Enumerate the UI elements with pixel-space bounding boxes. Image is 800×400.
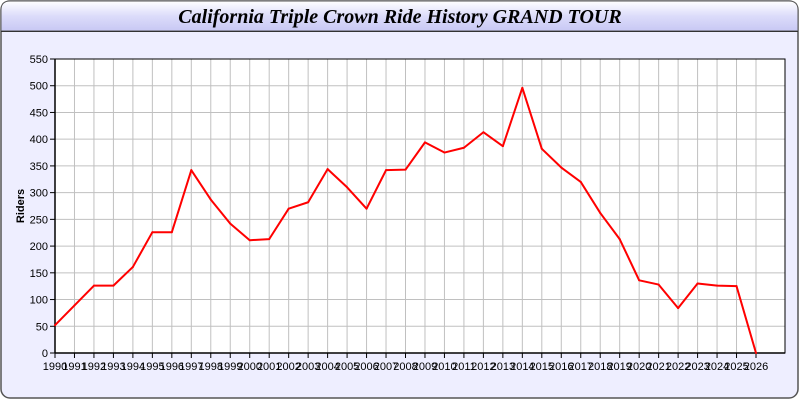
x-tick-label: 2014 [510, 361, 534, 373]
data-point [92, 284, 95, 287]
data-point [482, 131, 485, 134]
data-point [579, 180, 582, 183]
y-tick-label: 200 [30, 241, 48, 253]
data-point [560, 166, 563, 169]
data-point [229, 222, 232, 225]
title-bar [0, 0, 799, 32]
x-tick-label: 2012 [471, 361, 495, 373]
x-tick-label: 1998 [199, 361, 223, 373]
data-point [151, 231, 154, 234]
y-tick-label: 500 [30, 81, 48, 93]
x-tick-label: 1993 [101, 361, 125, 373]
x-tick-label: 2001 [257, 361, 281, 373]
x-tick-label: 2015 [530, 361, 554, 373]
data-point [638, 279, 641, 282]
data-point [696, 282, 699, 285]
x-tick-label: 2022 [666, 361, 690, 373]
x-tick-label: 2013 [491, 361, 515, 373]
x-tick-label: 2016 [549, 361, 573, 373]
data-point [54, 324, 56, 327]
x-tick-label: 2020 [627, 361, 651, 373]
y-tick-label: 150 [30, 268, 48, 280]
data-point [599, 211, 602, 214]
x-tick-label: 2023 [685, 361, 709, 373]
x-tick-label: 2004 [315, 361, 339, 373]
x-tick-label: 1997 [179, 361, 203, 373]
x-tick-label: 2019 [607, 361, 631, 373]
y-tick-label: 450 [30, 107, 48, 119]
data-point [73, 304, 76, 307]
x-tick-label: 1994 [121, 361, 145, 373]
data-point [716, 284, 719, 287]
data-point [443, 151, 446, 154]
data-point [248, 239, 251, 242]
x-tick-label: 1999 [218, 361, 242, 373]
x-tick-label: 2025 [724, 361, 748, 373]
data-point [755, 352, 757, 354]
x-tick-label: 2006 [354, 361, 378, 373]
data-point [326, 168, 329, 171]
data-point [170, 231, 173, 234]
data-point [209, 198, 212, 201]
y-tick-label: 300 [30, 188, 48, 200]
x-tick-label: 2021 [646, 361, 670, 373]
y-axis-label: Riders [15, 189, 27, 223]
y-tick-label: 0 [42, 348, 48, 360]
y-tick-label: 350 [30, 161, 48, 173]
data-point [423, 141, 426, 144]
data-point [112, 284, 115, 287]
data-point [462, 146, 465, 149]
data-point [365, 207, 368, 210]
y-tick-label: 50 [36, 321, 48, 333]
data-point [618, 238, 621, 241]
data-point [385, 169, 388, 172]
data-point [657, 283, 660, 286]
data-point [540, 147, 543, 150]
data-point [735, 285, 738, 288]
chart-title: California Triple Crown Ride History GRA… [178, 6, 621, 28]
x-tick-label: 2026 [744, 361, 768, 373]
x-tick-label: 2003 [296, 361, 320, 373]
data-point [268, 238, 271, 241]
data-point [190, 169, 193, 172]
x-tick-label: 2010 [432, 361, 456, 373]
data-point [346, 186, 349, 189]
data-point [404, 168, 407, 171]
data-point [521, 86, 524, 89]
data-point [677, 307, 680, 310]
y-tick-label: 550 [30, 54, 48, 66]
x-tick-label: 1991 [62, 361, 86, 373]
x-tick-label: 2009 [413, 361, 437, 373]
y-tick-label: 100 [30, 295, 48, 307]
data-point [307, 201, 310, 204]
data-point [501, 145, 504, 148]
x-tick-label: 2018 [588, 361, 612, 373]
x-tick-label: 2024 [705, 361, 729, 373]
x-tick-label: 2002 [276, 361, 300, 373]
x-tick-label: 2011 [452, 361, 476, 373]
data-point [131, 265, 134, 268]
x-tick-label: 2017 [569, 361, 593, 373]
x-tick-label: 2005 [335, 361, 359, 373]
plot-area [55, 59, 785, 353]
x-tick-label: 2000 [237, 361, 261, 373]
y-tick-label: 250 [30, 214, 48, 226]
data-point [287, 207, 290, 210]
x-tick-label: 2008 [393, 361, 417, 373]
x-tick-label: 1990 [43, 361, 67, 373]
x-tick-label: 1996 [160, 361, 184, 373]
x-tick-label: 1995 [140, 361, 164, 373]
x-tick-label: 1992 [82, 361, 106, 373]
y-tick-label: 400 [30, 134, 48, 146]
x-tick-label: 2007 [374, 361, 398, 373]
